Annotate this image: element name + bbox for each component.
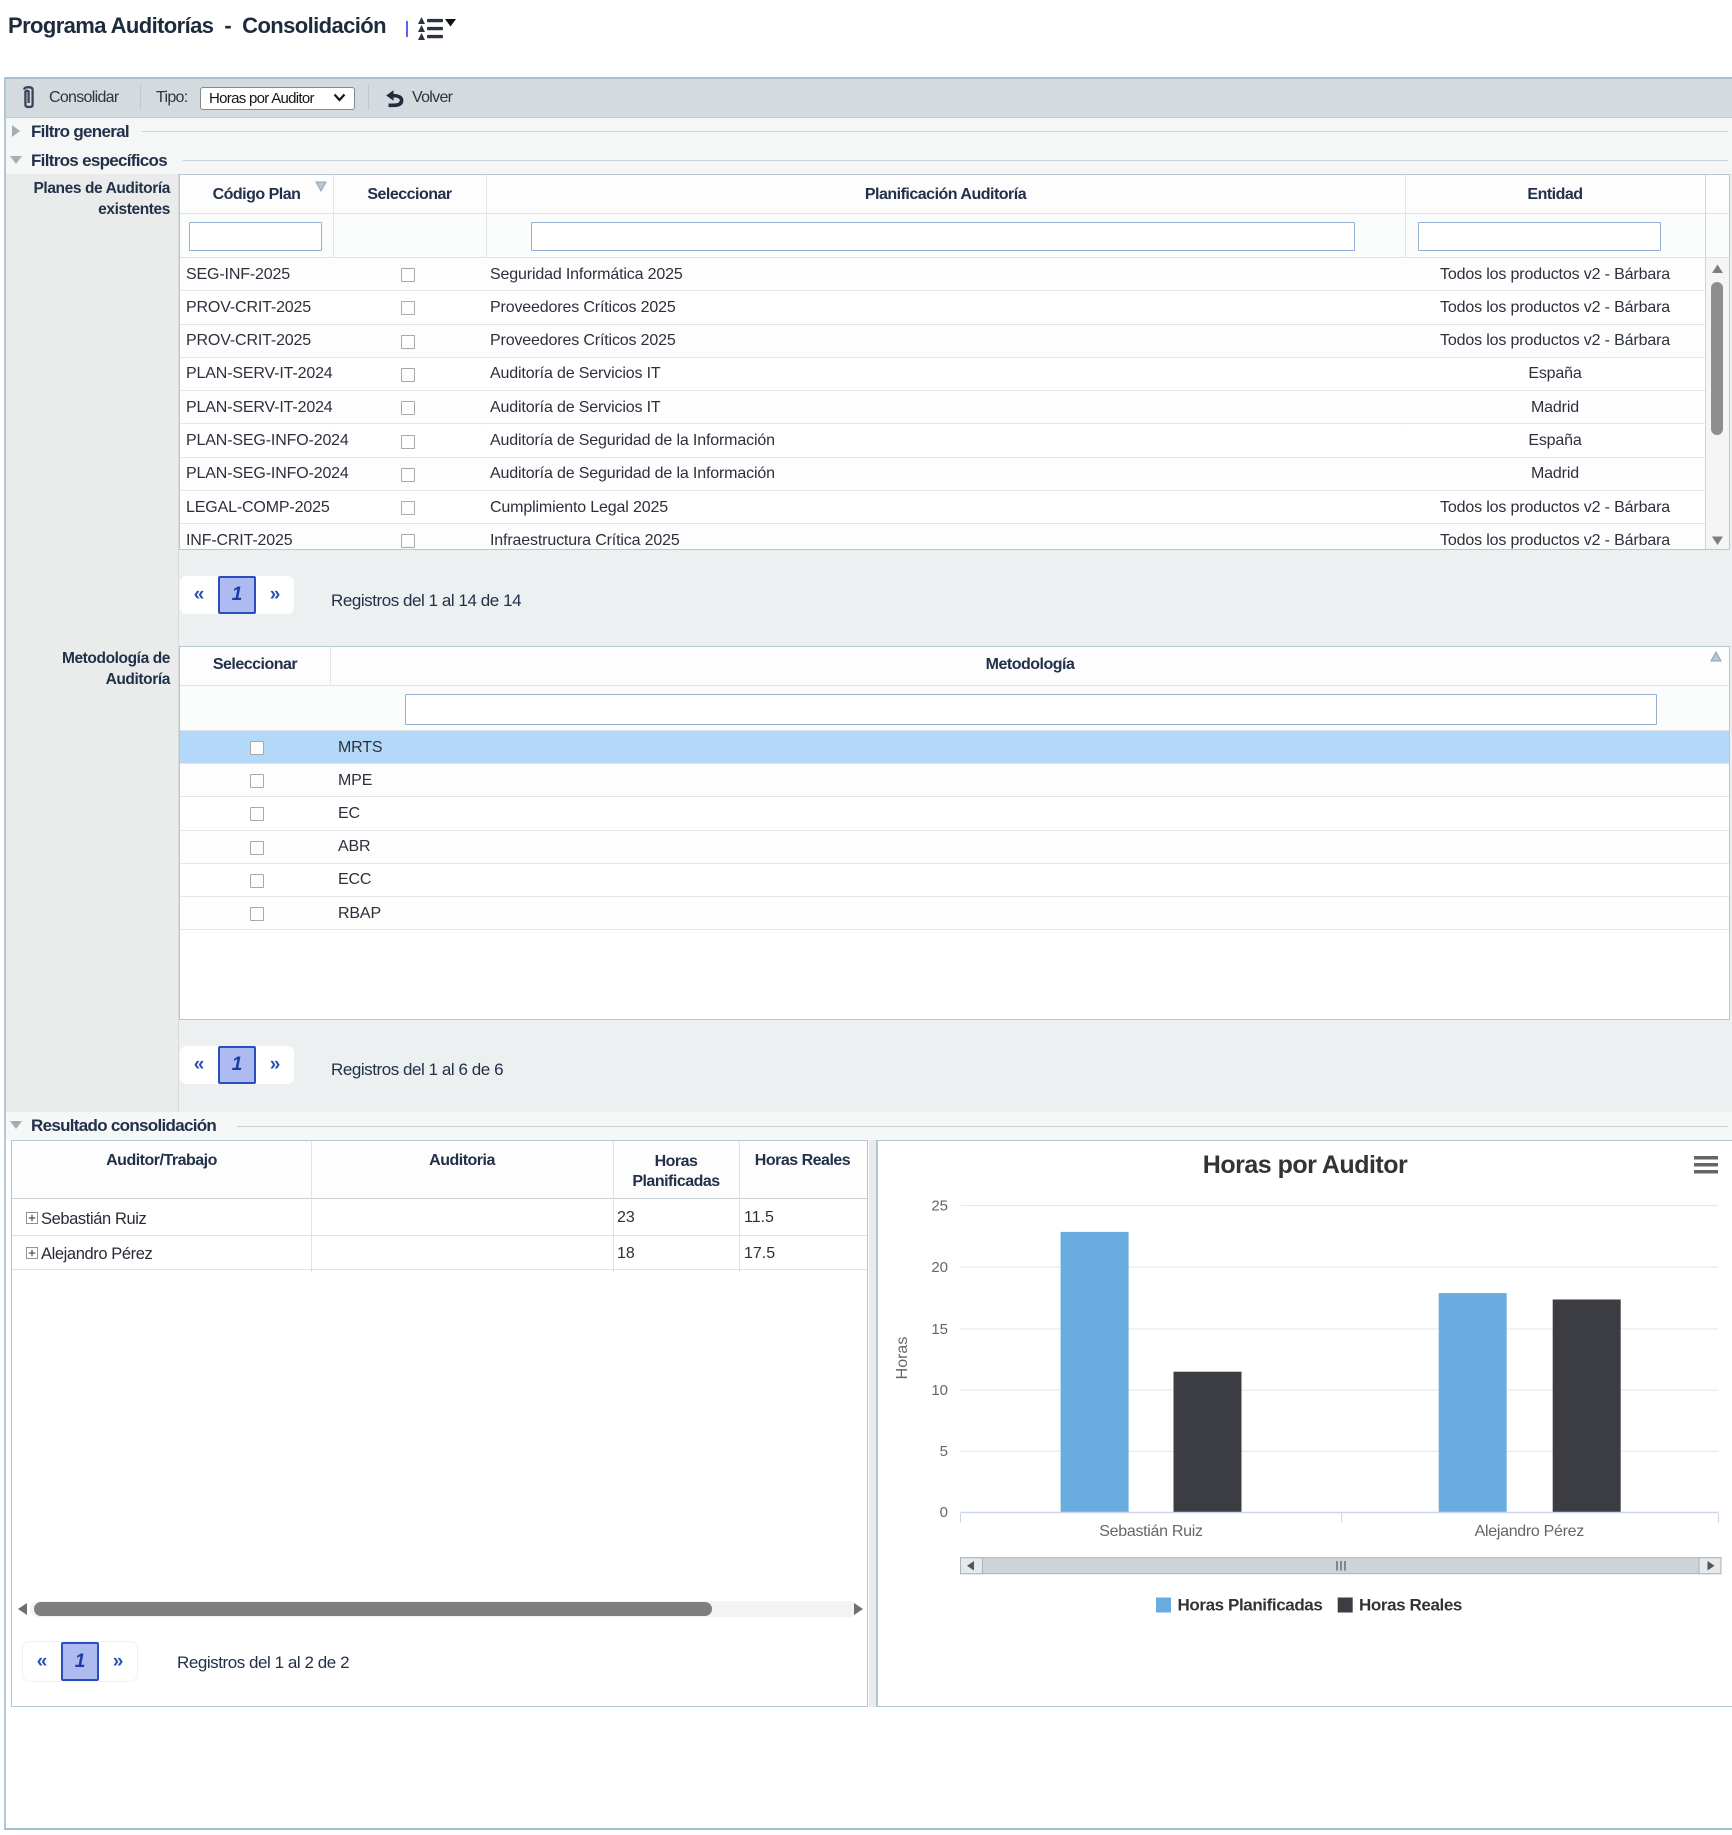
svg-text:15: 15 bbox=[931, 1321, 948, 1338]
svg-text:Alejandro Pérez: Alejandro Pérez bbox=[1475, 1523, 1585, 1540]
svg-text:10: 10 bbox=[931, 1382, 948, 1399]
svg-text:Horas por Auditor: Horas por Auditor bbox=[1203, 1151, 1408, 1179]
svg-text:Horas Reales: Horas Reales bbox=[1359, 1596, 1462, 1615]
svg-text:Horas Planificadas: Horas Planificadas bbox=[1178, 1596, 1323, 1615]
svg-text:0: 0 bbox=[940, 1504, 948, 1521]
svg-text:5: 5 bbox=[940, 1443, 948, 1460]
svg-text:25: 25 bbox=[931, 1198, 948, 1215]
svg-text:Sebastián Ruiz: Sebastián Ruiz bbox=[1099, 1523, 1203, 1540]
svg-text:20: 20 bbox=[931, 1259, 948, 1276]
svg-text:Horas: Horas bbox=[894, 1337, 911, 1380]
